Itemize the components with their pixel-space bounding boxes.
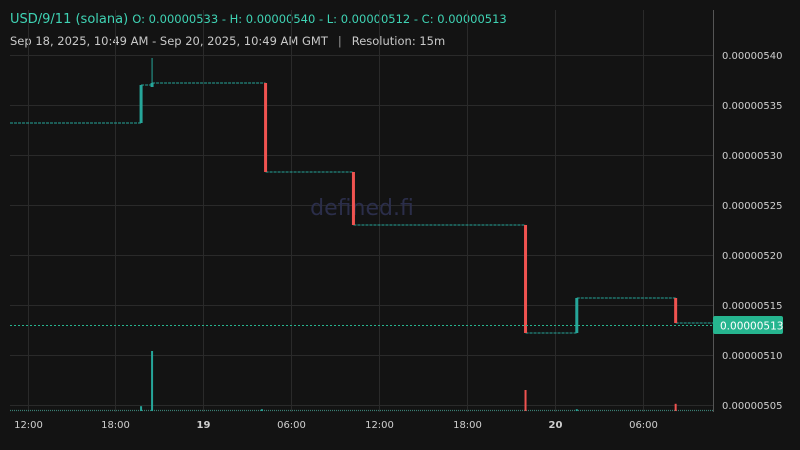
- y-axis[interactable]: 0.00000540 0.00000535 0.00000530 0.00000525…: [722, 51, 782, 412]
- ohlc-values: O: 0.00000533 - H: 0.00000540 - L: 0.000…: [132, 12, 507, 26]
- candle-body: [264, 83, 268, 172]
- y-tick-label: 0.00000505: [722, 401, 782, 412]
- x-tick-label: 18:00: [101, 420, 130, 431]
- volume-bar: [140, 406, 143, 411]
- y-tick-label: 0.00000525: [722, 201, 782, 212]
- chart-header: USD/9/11 (solana) O: 0.00000533 - H: 0.0…: [10, 11, 507, 48]
- x-tick-label: 20: [549, 420, 563, 431]
- x-tick-label: 19: [197, 420, 211, 431]
- candle-body: [139, 85, 143, 123]
- range-line: Sep 18, 2025, 10:49 AM - Sep 20, 2025, 1…: [10, 34, 507, 48]
- current-price-label: 0.00000513: [720, 321, 783, 333]
- volume-bars: [10, 351, 713, 412]
- volume-bar: [575, 409, 578, 411]
- date-range: Sep 18, 2025, 10:49 AM - Sep 20, 2025, 1…: [10, 34, 328, 48]
- title-line: USD/9/11 (solana) O: 0.00000533 - H: 0.0…: [10, 11, 507, 28]
- volume-bar: [524, 390, 527, 411]
- candle-body: [575, 298, 579, 333]
- x-tick-label: 12:00: [14, 420, 43, 431]
- volume-bar: [674, 403, 677, 411]
- volume-bar: [151, 351, 154, 411]
- resolution-label: Resolution: 15m: [351, 34, 446, 48]
- x-tick-label: 12:00: [365, 420, 394, 431]
- candle-body: [524, 225, 528, 333]
- current-price-tag-bg: [713, 316, 783, 334]
- y-tick-label: 0.00000535: [722, 101, 782, 112]
- y-tick-label: 0.00000510: [722, 351, 782, 362]
- price-steps: [10, 82, 713, 334]
- pair-name: USD/9/11 (solana): [10, 12, 129, 27]
- candle-body: [674, 298, 678, 323]
- y-tick-label: 0.00000530: [722, 151, 782, 162]
- x-tick-label: 06:00: [629, 420, 658, 431]
- candle-body: [150, 83, 154, 87]
- x-tick-label: 06:00: [277, 420, 306, 431]
- x-axis[interactable]: 12:00 18:00 19 06:00 12:00 18:00 20 06:00: [14, 420, 658, 431]
- volume-bar: [260, 409, 263, 411]
- grid-lines: [10, 10, 713, 412]
- candles: [139, 58, 678, 333]
- candle-body: [351, 172, 355, 225]
- current-price-tag: 0.00000513: [713, 316, 783, 334]
- y-tick-label: 0.00000540: [722, 51, 782, 62]
- header-separator: |: [337, 34, 342, 48]
- y-tick-label: 0.00000520: [722, 251, 782, 262]
- watermark: defined.fi: [310, 196, 414, 221]
- y-tick-label: 0.00000515: [722, 301, 782, 312]
- x-tick-label: 18:00: [453, 420, 482, 431]
